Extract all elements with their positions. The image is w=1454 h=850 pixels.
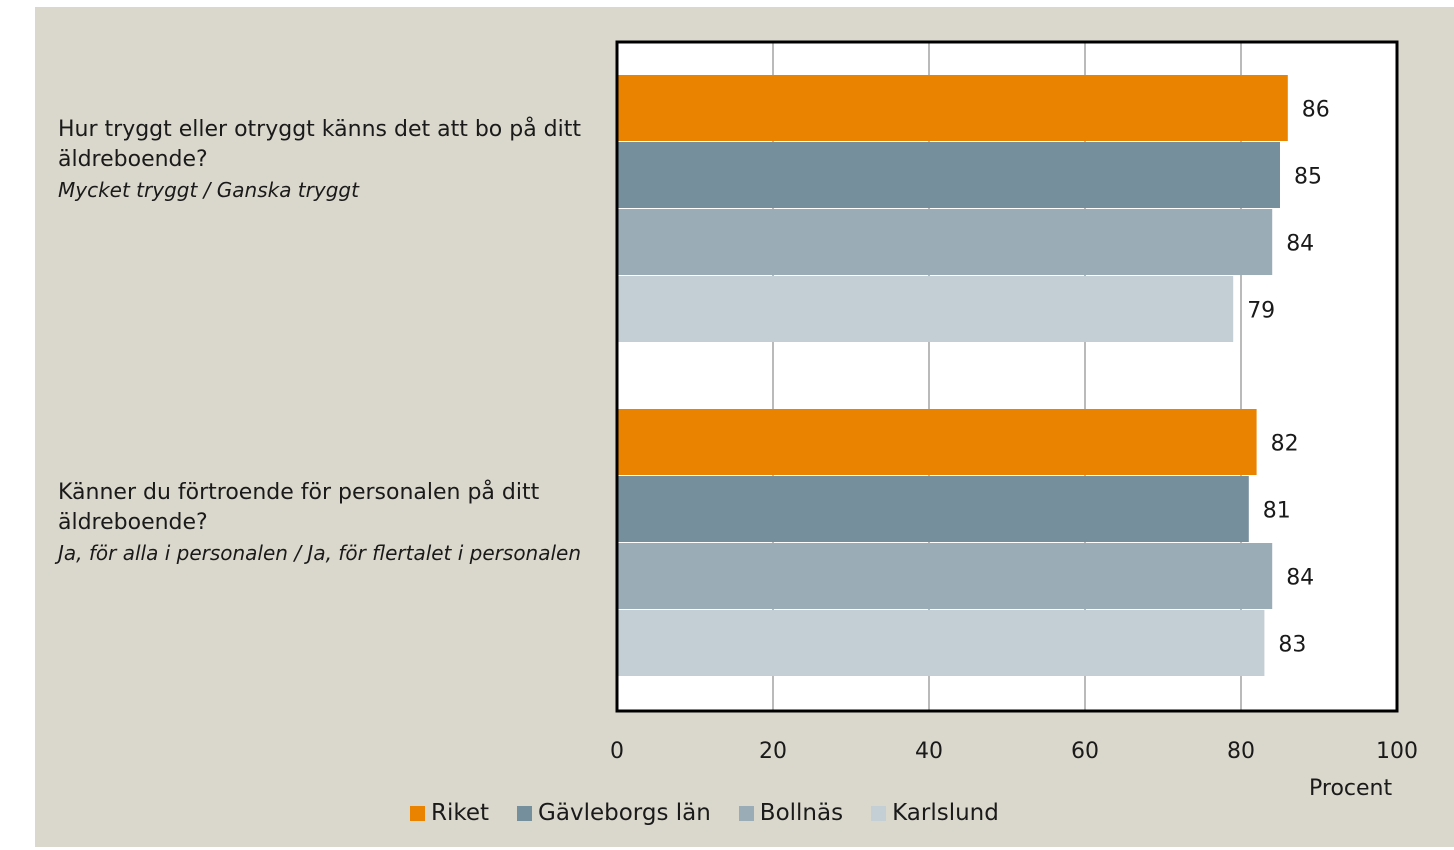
category-2-question: Känner du förtroende för personalen på d… <box>58 480 540 535</box>
x-tick-label-60: 60 <box>1071 739 1099 764</box>
x-tick-label-100: 100 <box>1376 739 1418 764</box>
category-1-question: Hur tryggt eller otryggt känns det att b… <box>58 117 582 172</box>
bar-bolln-s-cat1 <box>617 209 1273 275</box>
bar-bolln-s-cat2 <box>617 543 1273 609</box>
legend-item-gavleborgs-lan: Gävleborgs län <box>517 800 711 826</box>
legend-swatch-gavleborgs-lan <box>517 805 533 821</box>
category-label-2: Känner du förtroende för personalen på d… <box>58 478 618 568</box>
plot-border <box>615 40 1399 713</box>
bar-karlslund-cat2 <box>617 610 1265 676</box>
legend-swatch-bollnas <box>738 805 754 821</box>
x-tick-label-0: 0 <box>610 739 624 764</box>
legend-label-riket: Riket <box>431 800 490 826</box>
bar-karlslund-cat1 <box>617 276 1234 342</box>
legend-item-riket: Riket <box>410 800 489 826</box>
data-label-riket-cat2: 82 <box>1271 432 1299 457</box>
bar-g-vleborgs-l-n-cat1 <box>617 142 1280 208</box>
x-tick-label-20: 20 <box>759 739 787 764</box>
data-label-g-vleborgs-l-n-cat2: 81 <box>1263 499 1291 524</box>
legend-label-karlslund: Karlslund <box>892 800 999 826</box>
legend-label-bollnas: Bollnäs <box>759 800 844 826</box>
bar-riket-cat2 <box>617 409 1257 475</box>
data-label-riket-cat1: 86 <box>1302 98 1330 123</box>
legend-swatch-riket <box>410 805 425 821</box>
bar-g-vleborgs-l-n-cat2 <box>617 476 1249 542</box>
legend: Riket Gävleborgs län Bollnäs Karlslund <box>410 800 1027 826</box>
x-tick-label-80: 80 <box>1227 739 1255 764</box>
legend-label-gavleborgs-lan: Gävleborgs län <box>538 800 711 826</box>
legend-item-karlslund: Karlslund <box>871 800 999 826</box>
legend-item-bollnas: Bollnäs <box>738 800 844 826</box>
data-label-karlslund-cat2: 83 <box>1278 633 1306 658</box>
bar-riket-cat1 <box>617 75 1288 141</box>
category-2-answer: Ja, för alla i personalen / Ja, för fler… <box>58 541 582 565</box>
category-label-1: Hur tryggt eller otryggt känns det att b… <box>58 115 618 205</box>
data-label-g-vleborgs-l-n-cat1: 85 <box>1294 165 1322 190</box>
x-tick-label-40: 40 <box>915 739 943 764</box>
legend-swatch-karlslund <box>871 805 887 821</box>
data-label-karlslund-cat1: 79 <box>1247 299 1275 324</box>
data-label-bolln-s-cat1: 84 <box>1286 232 1314 257</box>
category-1-answer: Mycket tryggt / Ganska tryggt <box>58 178 359 202</box>
x-axis-label: Procent <box>1309 776 1393 801</box>
data-label-bolln-s-cat2: 84 <box>1286 566 1314 591</box>
